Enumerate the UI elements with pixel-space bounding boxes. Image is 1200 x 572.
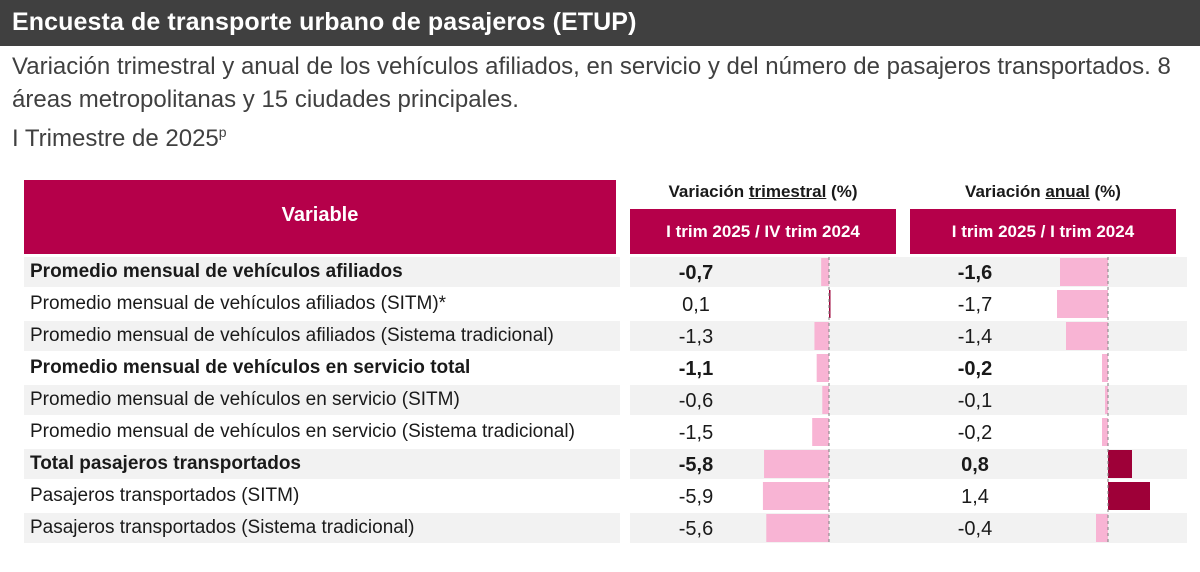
annual-header-prefix: Variación bbox=[965, 182, 1046, 201]
row-label: Promedio mensual de vehículos en servici… bbox=[30, 421, 575, 442]
table-row: Promedio mensual de vehículos en servici… bbox=[24, 417, 1187, 447]
row-label: Pasajeros transportados (SITM) bbox=[30, 485, 300, 506]
annual-value: -0,1 bbox=[957, 390, 993, 412]
quarterly-value: -5,9 bbox=[678, 486, 714, 508]
quarterly-header-underlined: trimestral bbox=[748, 182, 827, 201]
quarterly-header: Variación trimestral (%) bbox=[630, 182, 896, 206]
row-label: Total pasajeros transportados bbox=[30, 453, 301, 474]
row-label: Promedio mensual de vehículos en servici… bbox=[30, 389, 460, 410]
table-row: Total pasajeros transportados -5,8 0,8 bbox=[24, 449, 1187, 479]
row-label: Promedio mensual de vehículos afiliados … bbox=[30, 325, 554, 346]
row-bg-variable bbox=[24, 385, 620, 415]
table-row: Promedio mensual de vehículos afiliados … bbox=[24, 321, 1187, 351]
table-row: Pasajeros transportados (SITM) -5,9 1,4 bbox=[24, 481, 1187, 511]
quarterly-header-prefix: Variación bbox=[668, 182, 749, 201]
row-bg-variable bbox=[24, 513, 620, 543]
page-subtitle: Variación trimestral y anual de los vehí… bbox=[12, 53, 1171, 113]
row-bg-quarterly bbox=[630, 385, 914, 415]
row-bg-annual bbox=[910, 449, 1187, 479]
period-label: I Trimestre de 2025p bbox=[12, 116, 227, 155]
period-mark: p bbox=[218, 124, 227, 140]
annual-value: -1,4 bbox=[957, 326, 993, 348]
row-label: Promedio mensual de vehículos en servici… bbox=[30, 357, 471, 378]
annual-subheader: I trim 2025 / I trim 2024 bbox=[910, 209, 1176, 254]
annual-value: -0,2 bbox=[957, 358, 993, 380]
quarterly-value: -1,5 bbox=[678, 422, 714, 444]
annual-header: Variación anual (%) bbox=[910, 182, 1176, 206]
quarterly-value: -5,8 bbox=[678, 454, 714, 476]
annual-header-suffix: (%) bbox=[1089, 182, 1121, 201]
table-row: Promedio mensual de vehículos en servici… bbox=[24, 353, 1187, 383]
annual-value: -1,7 bbox=[957, 294, 993, 316]
row-bg-annual bbox=[910, 385, 1187, 415]
row-bg-variable bbox=[24, 257, 620, 287]
table-row: Promedio mensual de vehículos afiliados -… bbox=[24, 257, 1187, 287]
quarterly-value: -0,6 bbox=[678, 390, 714, 412]
table-row: Pasajeros transportados (Sistema tradici… bbox=[24, 513, 1187, 543]
row-bg-annual bbox=[910, 257, 1187, 287]
row-bg-quarterly bbox=[630, 257, 914, 287]
row-bg-quarterly bbox=[630, 321, 914, 351]
table-row: Promedio mensual de vehículos afiliados … bbox=[24, 289, 1187, 319]
annual-value: 0,8 bbox=[961, 454, 989, 476]
period-text: I Trimestre de 2025 bbox=[12, 125, 219, 152]
annual-header-underlined: anual bbox=[1045, 182, 1090, 201]
variable-column-header: Variable bbox=[24, 180, 616, 254]
quarterly-header-suffix: (%) bbox=[826, 182, 858, 201]
annual-value: -1,6 bbox=[957, 262, 993, 284]
quarterly-value: -0,7 bbox=[678, 262, 714, 284]
annual-value: -0,4 bbox=[957, 518, 993, 540]
quarterly-value: -1,1 bbox=[678, 358, 714, 380]
row-bg-annual bbox=[910, 321, 1187, 351]
row-bg-annual bbox=[910, 513, 1187, 543]
row-label: Promedio mensual de vehículos afiliados bbox=[30, 261, 403, 282]
row-bg-variable bbox=[24, 449, 620, 479]
quarterly-value: -1,3 bbox=[678, 326, 714, 348]
annual-value: -0,2 bbox=[957, 422, 993, 444]
quarterly-subheader: I trim 2025 / IV trim 2024 bbox=[630, 209, 896, 254]
quarterly-value: -5,6 bbox=[678, 518, 714, 540]
row-bg-variable bbox=[24, 321, 620, 351]
table-row: Promedio mensual de vehículos en servici… bbox=[24, 385, 1187, 415]
row-label: Promedio mensual de vehículos afiliados … bbox=[30, 293, 447, 314]
row-label: Pasajeros transportados (Sistema tradici… bbox=[30, 517, 415, 538]
quarterly-value: 0,1 bbox=[682, 294, 710, 316]
annual-value: 1,4 bbox=[961, 486, 989, 508]
page-title: Encuesta de transporte urbano de pasajer… bbox=[0, 0, 1200, 46]
